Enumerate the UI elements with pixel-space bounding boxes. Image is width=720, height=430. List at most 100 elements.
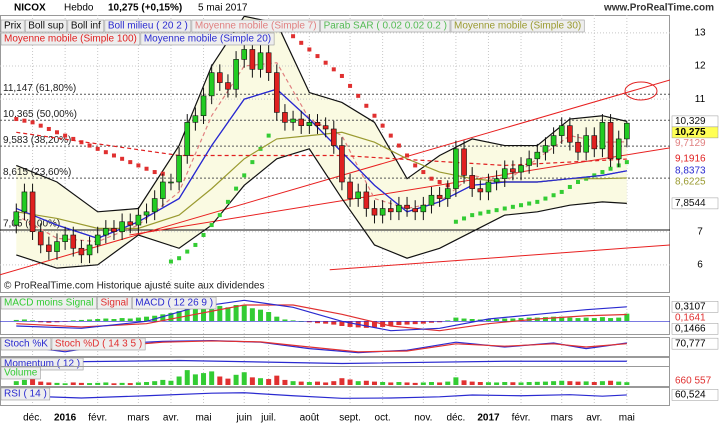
bar [575, 318, 581, 322]
bar [534, 381, 540, 385]
sar-dot [217, 213, 222, 218]
x-tick-label: oct. [375, 413, 391, 424]
bar [428, 321, 434, 323]
y-tick-label: 12 [694, 61, 706, 72]
candle-body [404, 204, 410, 209]
bar [282, 379, 288, 385]
sar-dot [372, 113, 377, 118]
bar [331, 381, 337, 385]
sar-dot [315, 54, 320, 59]
y-tick-label: 13 [694, 28, 706, 39]
candle-body [534, 151, 541, 160]
fib-level-label: 9,583 (38,20%) [3, 135, 71, 146]
bar [78, 382, 84, 385]
bar [388, 321, 394, 326]
candle-body [37, 231, 44, 246]
candle-body [94, 234, 101, 246]
sar-dot [348, 83, 353, 88]
candle-body [192, 115, 199, 123]
sar-dot [168, 259, 173, 264]
bar [217, 376, 223, 385]
x-tick-label: avr. [163, 413, 179, 424]
value-tag: 7,8544 [675, 198, 706, 209]
bar [13, 319, 19, 322]
candle-body [151, 198, 158, 213]
x-tick-label: juin [235, 413, 252, 424]
legend-box [131, 296, 217, 310]
sar-dot [79, 140, 84, 145]
legend-box [140, 32, 275, 46]
bar [567, 381, 573, 385]
value-tag: 660 557 [675, 376, 712, 387]
sar-dot [551, 193, 556, 198]
candle-body [54, 241, 60, 252]
sar-dot [46, 126, 51, 131]
bar [46, 382, 52, 385]
y-tick-label: 6 [697, 259, 703, 270]
bar [363, 380, 369, 385]
bar [258, 309, 264, 322]
bar [103, 318, 109, 322]
candle-body [575, 141, 581, 153]
legend-box [24, 19, 68, 33]
sub-panel-layer [16, 392, 627, 399]
bar [282, 319, 288, 322]
candle-body [387, 208, 394, 213]
sar-dot [405, 153, 410, 158]
bar [135, 382, 141, 385]
sar-dot [307, 47, 312, 52]
price-change: 10,275 (+0,15%) [108, 3, 182, 14]
bar [591, 318, 597, 322]
sar-dot [185, 249, 190, 254]
bar [111, 383, 117, 385]
candle-body [208, 72, 215, 97]
bar [160, 314, 166, 322]
x-tick-label: déc. [446, 413, 465, 424]
bar [616, 381, 622, 385]
candle-body [273, 72, 280, 113]
candle-body [306, 122, 313, 126]
candle-body [542, 145, 549, 153]
bar [494, 319, 500, 322]
sub-panel [0, 296, 670, 335]
bar [241, 305, 247, 322]
candle-body [412, 208, 418, 213]
bar [241, 372, 247, 385]
legend-label: Boll inf [71, 21, 101, 32]
legend-label: MACD moins Signal [4, 298, 93, 309]
bar [355, 381, 361, 385]
candle-body [62, 234, 68, 242]
candle-body [21, 191, 28, 213]
bar [510, 318, 516, 322]
sar-dot [144, 166, 149, 171]
bar [258, 378, 264, 385]
bar [127, 383, 133, 385]
bar [559, 316, 565, 322]
bar [502, 382, 508, 385]
bar [274, 316, 280, 322]
candle-body [200, 95, 207, 117]
bar [127, 318, 133, 322]
legend-box [104, 19, 192, 33]
sar-dot [152, 170, 157, 175]
bar [420, 382, 426, 385]
period: Hebdo [64, 3, 94, 14]
bar [184, 370, 190, 385]
bar [477, 382, 483, 385]
x-tick-label: août [300, 413, 320, 424]
candle-body [396, 204, 402, 213]
bar [526, 382, 532, 385]
sar-dot [624, 160, 629, 165]
bar [95, 382, 101, 385]
bar [616, 317, 622, 322]
bar [567, 317, 573, 322]
value-tag: 70,777 [675, 338, 706, 349]
candle-body [290, 118, 296, 123]
bar [314, 321, 320, 324]
sar-dot [592, 173, 597, 178]
bar [485, 319, 491, 322]
sar-dot [331, 67, 336, 72]
candle-body [444, 188, 451, 199]
bar [54, 321, 60, 323]
